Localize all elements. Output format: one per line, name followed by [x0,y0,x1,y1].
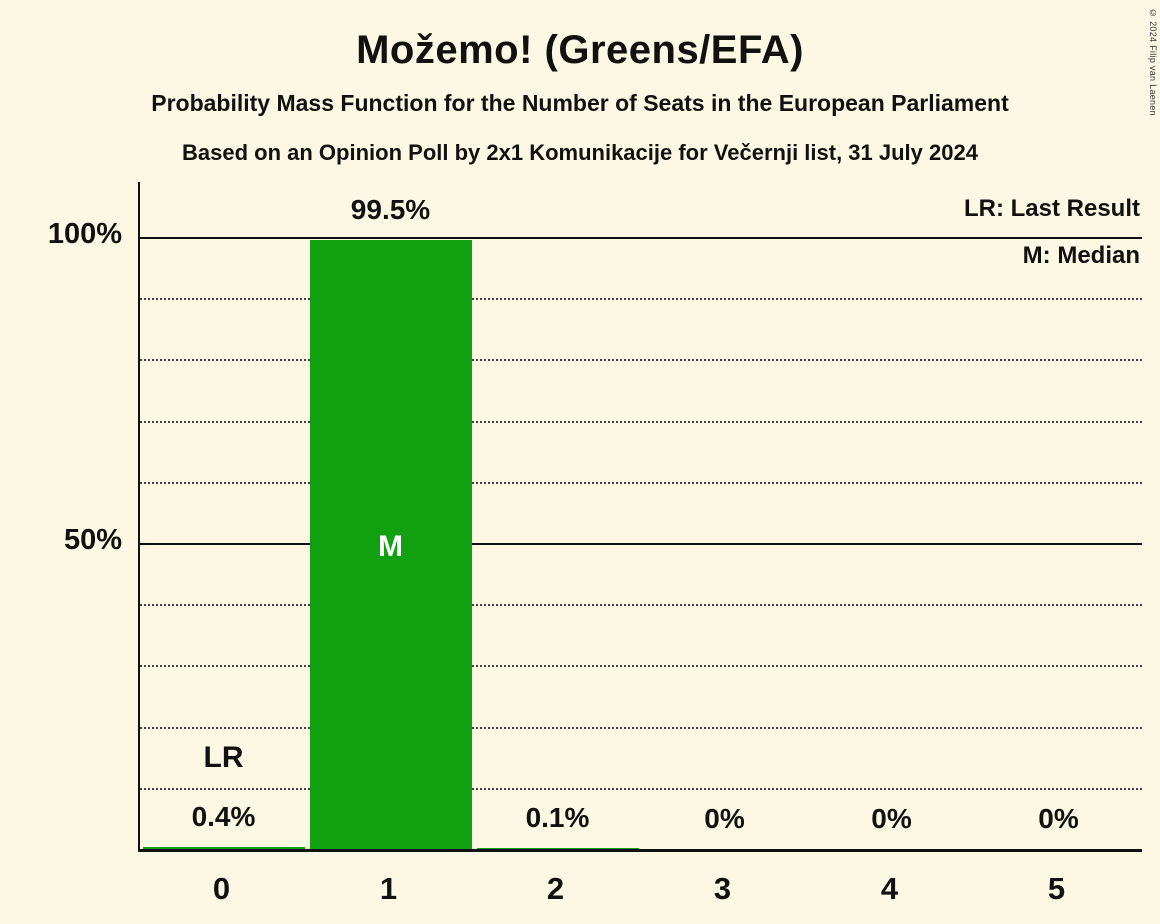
bar-value-label-3: 0% [704,803,745,834]
chart-region: 0.4% LR 99.5% M 0.1% 0% 0% 0% 100% 50% 0 1 2 3 4 5 [0,182,1160,924]
x-tick-label-2: 2 [546,871,565,906]
gridline-60 [140,481,1142,484]
gridline-100 [140,237,1142,239]
gridline-20 [140,726,1142,729]
x-tick-label-1: 1 [379,871,398,906]
bar-seats-2 [476,848,639,849]
bar-value-label-5: 0% [1038,803,1079,834]
plot-area: 0.4% LR 99.5% M 0.1% 0% 0% 0% [138,182,1142,852]
last-result-marker: LR [203,740,244,774]
bar-seats-1 [309,240,472,849]
copyright-note: © 2024 Filip van Laenen [1148,8,1158,116]
bar-value-label-2: 0.1% [525,802,590,834]
x-tick-label-5: 5 [1047,871,1066,906]
gridline-70 [140,420,1142,423]
bar-seats-0 [142,846,305,849]
legend-item-last-result: LR: Last Result [963,195,1140,222]
gridline-90 [140,298,1142,301]
legend: LR: Last Result M: Median [964,185,1140,279]
median-marker: M [378,529,403,563]
x-tick-label-0: 0 [212,871,231,906]
gridline-40 [140,604,1142,607]
gridline-50 [140,543,1142,545]
bar-value-label-0: 0.4% [191,800,256,832]
chart-subtitle: Probability Mass Function for the Number… [151,90,1009,116]
x-tick-label-3: 3 [713,871,732,906]
bar-value-label-4: 0% [871,803,912,834]
x-tick-label-4: 4 [880,871,899,906]
chart-source-line: Based on an Opinion Poll by 2x1 Komunika… [182,140,978,165]
gridline-80 [140,359,1142,362]
legend-item-median: M: Median [1022,242,1140,269]
y-tick-label-50: 50% [63,524,122,556]
gridline-30 [140,665,1142,668]
gridline-10 [140,787,1142,790]
bar-value-label-1: 99.5% [350,194,431,226]
y-tick-label-100: 100% [47,218,122,250]
chart-title: Možemo! (Greens/EFA) [356,28,804,72]
